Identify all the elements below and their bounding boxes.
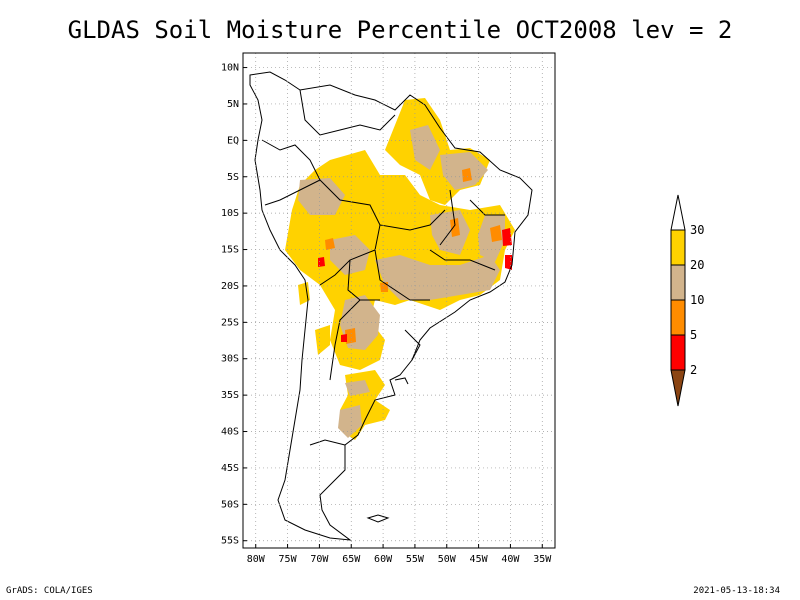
colorbar-above — [670, 194, 686, 231]
colorbar: 30 20 10 5 2 — [670, 194, 704, 407]
shading-5-10 — [325, 168, 502, 344]
colorbar-20-30 — [670, 229, 686, 266]
colorbar-below — [670, 369, 686, 407]
lat-tick-label: 5S — [227, 172, 239, 183]
lat-tick-label: EQ — [227, 135, 239, 146]
lon-tick-label: 75W — [279, 554, 298, 565]
lat-tick-label: 30S — [221, 354, 239, 365]
lat-tick-label: 35S — [221, 390, 239, 401]
shading-2-5 — [318, 228, 512, 342]
colorbar-2-5 — [670, 334, 686, 371]
lon-tick-label: 70W — [310, 554, 329, 565]
lon-tick-label: 40W — [501, 554, 520, 565]
latitude-labels: 10N 5N EQ 5S 10S 15S 20S 25S 30S 35S 40S 45S 50S 55S — [221, 63, 247, 547]
lat-tick-label: 15S — [221, 245, 239, 256]
lat-tick-label: 25S — [221, 317, 239, 328]
colorbar-label-10: 10 — [690, 293, 704, 307]
colorbar-label-5: 5 — [690, 328, 697, 342]
grid-lines — [243, 53, 555, 548]
lon-tick-label: 50W — [438, 554, 457, 565]
lat-tick-label: 20S — [221, 281, 239, 292]
lon-tick-label: 35W — [533, 554, 552, 565]
lon-tick-label: 65W — [342, 554, 361, 565]
lat-tick-label: 10N — [221, 63, 239, 74]
colorbar-10-20 — [670, 264, 686, 301]
colorbar-5-10 — [670, 299, 686, 336]
longitude-labels: 80W 75W 70W 65W 60W 55W 50W 45W 40W 35W — [247, 544, 552, 565]
shading-10-20 — [298, 125, 505, 438]
lon-tick-label: 45W — [470, 554, 489, 565]
footer-timestamp: 2021-05-13-18:34 — [693, 586, 780, 596]
colorbar-label-2: 2 — [690, 363, 697, 377]
coastlines-borders — [249, 71, 533, 541]
lat-tick-label: 5N — [227, 99, 239, 110]
colorbar-label-30: 30 — [690, 223, 704, 237]
map-frame — [242, 52, 556, 549]
lat-tick-label: 55S — [221, 536, 239, 547]
lat-tick-label: 40S — [221, 427, 239, 438]
lat-tick-label: 10S — [221, 208, 239, 219]
lon-tick-label: 55W — [406, 554, 425, 565]
percentile-shading — [285, 98, 515, 440]
lon-tick-label: 60W — [374, 554, 393, 565]
lon-tick-label: 80W — [247, 554, 266, 565]
map-title: GLDAS Soil Moisture Percentile OCT2008 l… — [67, 16, 733, 44]
footer-credit: GrADS: COLA/IGES — [6, 586, 93, 596]
lat-tick-label: 45S — [221, 463, 239, 474]
lat-tick-label: 50S — [221, 499, 239, 510]
colorbar-label-20: 20 — [690, 258, 704, 272]
